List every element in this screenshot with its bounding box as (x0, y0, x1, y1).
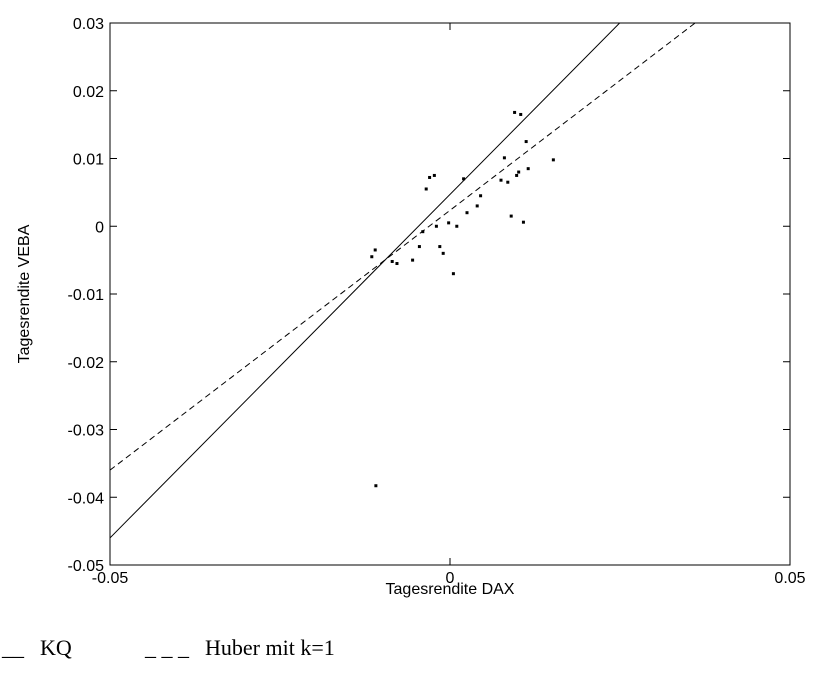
data-point (428, 175, 432, 179)
data-point (395, 262, 399, 266)
y-tick-label: 0 (95, 219, 104, 236)
data-point (455, 224, 459, 228)
data-point (374, 484, 378, 488)
data-point (417, 245, 421, 249)
y-tick-label: 0.02 (73, 84, 104, 101)
y-tick-label: 0.01 (73, 152, 104, 169)
legend-huber-symbol: _ _ _ (144, 635, 190, 660)
y-tick-label: -0.01 (68, 287, 105, 304)
axis-ticks (109, 22, 791, 566)
data-point (432, 173, 436, 177)
scatter-points (370, 110, 555, 488)
data-point (465, 211, 469, 215)
legend-kq-label: KQ (40, 635, 72, 660)
data-point (515, 173, 519, 177)
data-point (519, 112, 523, 116)
data-point (506, 180, 510, 184)
data-point (438, 245, 442, 249)
data-point (509, 214, 513, 218)
data-point (373, 248, 377, 252)
data-point (370, 255, 374, 259)
y-tick-label: 0.03 (73, 16, 104, 33)
data-point (447, 221, 451, 225)
legend-huber-label: Huber mit k=1 (205, 635, 335, 660)
x-tick-label: 0 (446, 570, 455, 587)
data-point (499, 178, 503, 182)
data-point (451, 272, 455, 276)
y-axis-title: Tagesrendite VEBA (16, 224, 33, 363)
data-point (517, 170, 521, 174)
data-point (479, 194, 483, 198)
data-point (526, 167, 530, 171)
y-tick-label: -0.02 (68, 355, 105, 372)
data-point (551, 158, 555, 162)
legend: __ KQ _ _ _ Huber mit k=1 (1, 635, 335, 660)
data-point (411, 258, 415, 262)
data-point (475, 204, 479, 208)
data-point (513, 110, 517, 114)
x-tick-label: -0.05 (92, 570, 129, 587)
regression-lines (110, 23, 696, 539)
data-point (502, 156, 506, 160)
data-point (462, 177, 466, 181)
x-axis-tick-labels: -0.05 0 0.05 (92, 570, 806, 587)
x-tick-label: 0.05 (774, 570, 805, 587)
y-tick-label: -0.05 (68, 558, 105, 575)
legend-kq-symbol: __ (1, 635, 25, 660)
y-axis-tick-labels: -0.05 -0.04 -0.03 -0.02 -0.01 0 0.01 0.02 0.03 (68, 16, 105, 575)
kq-regression-line (110, 23, 621, 539)
data-point (524, 140, 528, 144)
data-point (421, 230, 425, 234)
y-tick-label: -0.04 (68, 490, 105, 507)
huber-regression-line (110, 23, 696, 471)
data-point (424, 187, 428, 191)
x-axis-title: Tagesrendite DAX (386, 581, 515, 598)
data-point (521, 220, 525, 224)
data-point (434, 224, 438, 228)
y-tick-label: -0.03 (68, 423, 105, 440)
data-point (390, 259, 394, 263)
plot-area-frame (109, 22, 791, 566)
data-point (441, 251, 445, 255)
